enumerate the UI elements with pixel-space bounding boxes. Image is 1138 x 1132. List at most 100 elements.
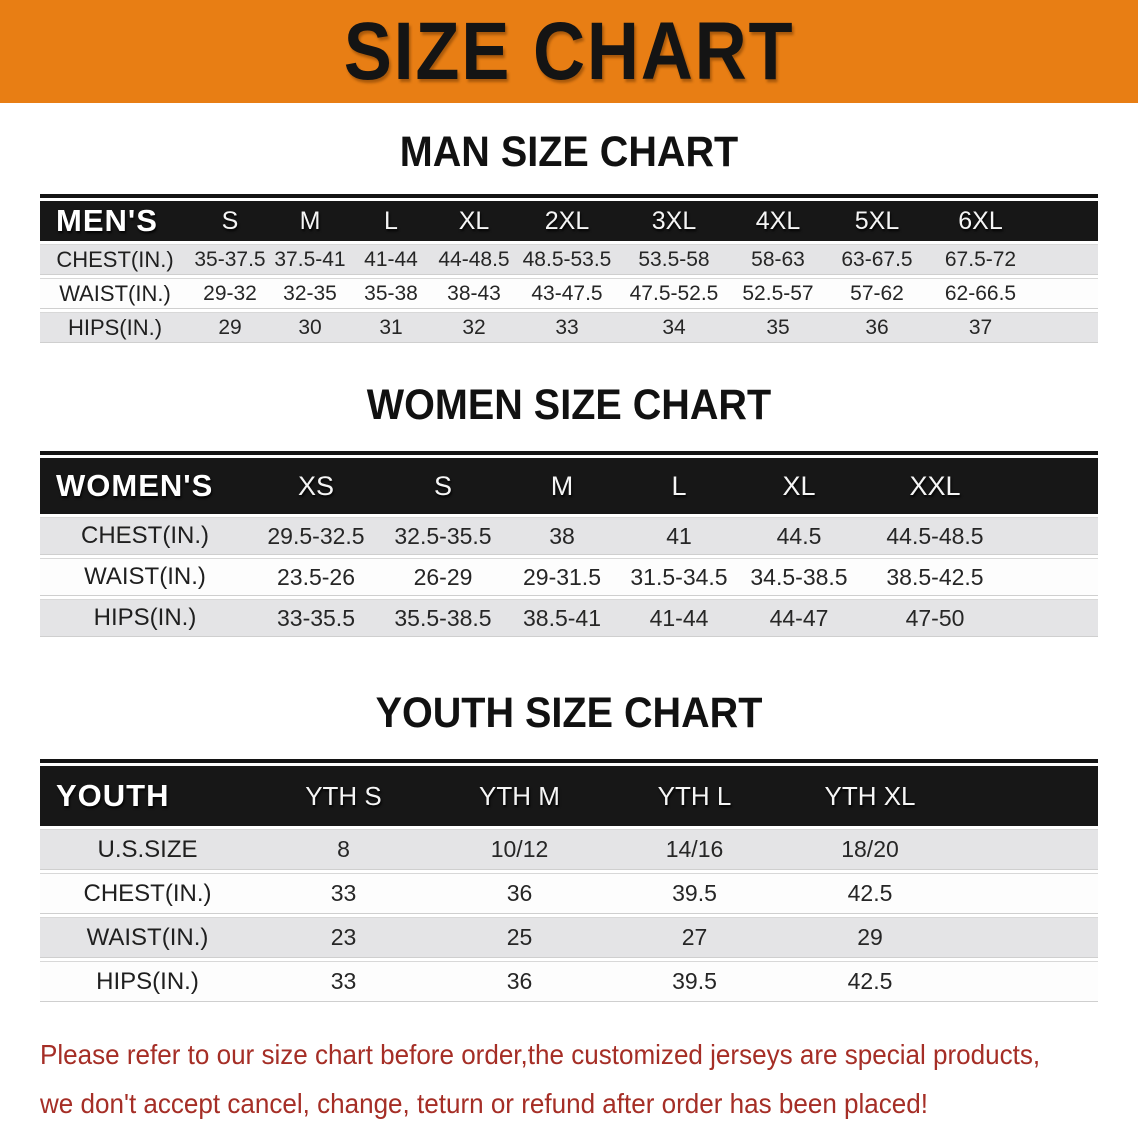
size-value: 44.5 (738, 517, 860, 556)
size-value: 35 (730, 312, 826, 344)
youth-col-header-xl: YTH XL (782, 766, 958, 827)
size-value: 47.5-52.5 (618, 278, 730, 310)
row-label: CHEST(IN.) (40, 873, 255, 915)
size-value: 38.5-42.5 (860, 558, 1010, 597)
size-value: 44-47 (738, 599, 860, 638)
row-label: CHEST(IN.) (40, 517, 250, 556)
row-label: U.S.SIZE (40, 829, 255, 871)
size-value: 41-44 (620, 599, 738, 638)
size-value: 37 (928, 312, 1033, 344)
size-value: 32-35 (270, 278, 350, 310)
row-label: WAIST(IN.) (40, 917, 255, 959)
women-header-row: WOMEN'S XS S M L XL XXL (40, 458, 1098, 515)
size-value: 27 (607, 917, 782, 959)
women-col-header-xxl: XXL (860, 458, 1010, 515)
row-label: WAIST(IN.) (40, 278, 190, 310)
size-value: 62-66.5 (928, 278, 1033, 310)
disclaimer-note: Please refer to our size chart before or… (40, 1030, 1061, 1128)
spacer-cell (1033, 201, 1098, 242)
size-value: 10/12 (432, 829, 607, 871)
size-value: 32.5-35.5 (382, 517, 504, 556)
spacer-cell (1033, 312, 1098, 344)
size-value: 52.5-57 (730, 278, 826, 310)
men-col-header-l: L (350, 201, 432, 242)
spacer-cell (958, 766, 1098, 827)
size-value: 23 (255, 917, 432, 959)
size-value: 35.5-38.5 (382, 599, 504, 638)
men-size-section: MAN SIZE CHART MEN'S S M L XL 2XL 3XL 4X… (0, 129, 1138, 346)
size-value: 31 (350, 312, 432, 344)
spacer-cell (1010, 517, 1098, 556)
disclaimer-line-2: we don't accept cancel, change, teturn o… (40, 1088, 929, 1120)
disclaimer-line-1: Please refer to our size chart before or… (40, 1039, 1041, 1071)
size-value: 33 (255, 873, 432, 915)
spacer-cell (958, 873, 1098, 915)
men-header-row: MEN'S S M L XL 2XL 3XL 4XL 5XL 6XL (40, 201, 1098, 242)
size-value: 38-43 (432, 278, 516, 310)
women-hips-row: HIPS(IN.) 33-35.5 35.5-38.5 38.5-41 41-4… (40, 599, 1098, 638)
women-table-title: WOMEN'S (40, 458, 250, 515)
size-value: 39.5 (607, 961, 782, 1003)
men-col-header-m: M (270, 201, 350, 242)
size-value: 31.5-34.5 (620, 558, 738, 597)
men-col-header-4xl: 4XL (730, 201, 826, 242)
men-col-header-xl: XL (432, 201, 516, 242)
size-value: 47-50 (860, 599, 1010, 638)
men-hips-row: HIPS(IN.) 29 30 31 32 33 34 35 36 37 (40, 312, 1098, 344)
women-col-header-m: M (504, 458, 620, 515)
youth-col-header-l: YTH L (607, 766, 782, 827)
youth-section-heading: YOUTH SIZE CHART (375, 689, 763, 738)
size-value: 33 (255, 961, 432, 1003)
row-label: WAIST(IN.) (40, 558, 250, 597)
women-col-header-xl: XL (738, 458, 860, 515)
men-size-table: MEN'S S M L XL 2XL 3XL 4XL 5XL 6XL CHEST… (40, 194, 1098, 346)
women-size-section: WOMEN SIZE CHART WOMEN'S XS S M L XL XXL… (0, 381, 1138, 640)
size-value: 57-62 (826, 278, 928, 310)
size-value: 42.5 (782, 873, 958, 915)
size-value: 38.5-41 (504, 599, 620, 638)
spacer-cell (958, 961, 1098, 1003)
banner-title: SIZE CHART (343, 5, 795, 97)
spacer-cell (1010, 599, 1098, 638)
youth-size-section: YOUTH SIZE CHART YOUTH YTH S YTH M YTH L… (0, 691, 1138, 1005)
men-chest-row: CHEST(IN.) 35-37.5 37.5-41 41-44 44-48.5… (40, 244, 1098, 276)
spacer-cell (1033, 278, 1098, 310)
size-value: 34 (618, 312, 730, 344)
size-value: 35-37.5 (190, 244, 270, 276)
row-label: CHEST(IN.) (40, 244, 190, 276)
size-value: 36 (432, 961, 607, 1003)
size-value: 33-35.5 (250, 599, 382, 638)
men-col-header-6xl: 6XL (928, 201, 1033, 242)
spacer-cell (1010, 558, 1098, 597)
size-value: 29 (190, 312, 270, 344)
row-label: HIPS(IN.) (40, 312, 190, 344)
size-value: 30 (270, 312, 350, 344)
size-value: 23.5-26 (250, 558, 382, 597)
men-waist-row: WAIST(IN.) 29-32 32-35 35-38 38-43 43-47… (40, 278, 1098, 310)
men-col-header-5xl: 5XL (826, 201, 928, 242)
youth-col-header-m: YTH M (432, 766, 607, 827)
youth-ussize-row: U.S.SIZE 8 10/12 14/16 18/20 (40, 829, 1098, 871)
size-value: 63-67.5 (826, 244, 928, 276)
women-col-header-s: S (382, 458, 504, 515)
women-section-heading: WOMEN SIZE CHART (366, 381, 772, 430)
size-value: 35-38 (350, 278, 432, 310)
size-value: 37.5-41 (270, 244, 350, 276)
women-size-table: WOMEN'S XS S M L XL XXL CHEST(IN.) 29.5-… (40, 451, 1098, 640)
size-value: 36 (826, 312, 928, 344)
size-chart-banner: SIZE CHART (0, 0, 1138, 103)
size-value: 25 (432, 917, 607, 959)
youth-hips-row: HIPS(IN.) 33 36 39.5 42.5 (40, 961, 1098, 1003)
youth-table-title: YOUTH (40, 766, 255, 827)
youth-waist-row: WAIST(IN.) 23 25 27 29 (40, 917, 1098, 959)
size-value: 34.5-38.5 (738, 558, 860, 597)
size-value: 42.5 (782, 961, 958, 1003)
men-col-header-3xl: 3XL (618, 201, 730, 242)
size-value: 29-32 (190, 278, 270, 310)
size-value: 39.5 (607, 873, 782, 915)
youth-col-header-s: YTH S (255, 766, 432, 827)
youth-chest-row: CHEST(IN.) 33 36 39.5 42.5 (40, 873, 1098, 915)
size-value: 33 (516, 312, 618, 344)
size-value: 26-29 (382, 558, 504, 597)
size-value: 53.5-58 (618, 244, 730, 276)
